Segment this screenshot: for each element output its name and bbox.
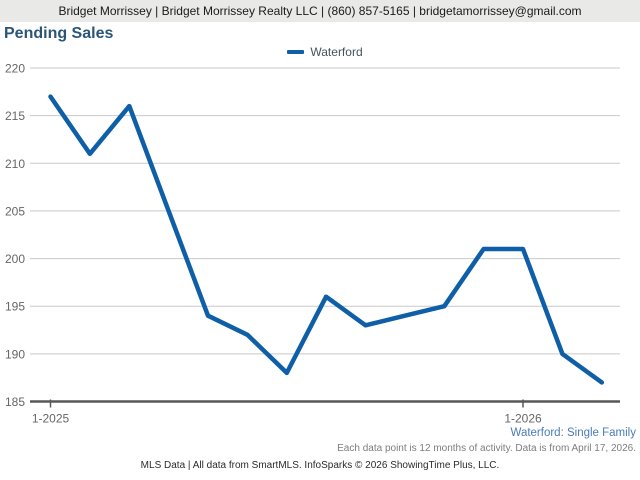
svg-text:215: 215 xyxy=(5,109,25,123)
svg-text:190: 190 xyxy=(5,347,25,361)
svg-text:210: 210 xyxy=(5,157,25,171)
header-bar: Bridget Morrissey | Bridget Morrissey Re… xyxy=(0,0,640,22)
data-frequency-note: Each data point is 12 months of activity… xyxy=(337,443,636,454)
svg-text:195: 195 xyxy=(5,300,25,314)
svg-text:205: 205 xyxy=(5,204,25,218)
page-title: Pending Sales xyxy=(4,25,114,42)
legend: Waterford xyxy=(30,45,620,59)
svg-text:220: 220 xyxy=(5,62,25,76)
svg-text:1-2025: 1-2025 xyxy=(32,412,70,426)
legend-label: Waterford xyxy=(310,45,363,59)
svg-text:1-2026: 1-2026 xyxy=(504,412,542,426)
series-filter-note: Waterford: Single Family xyxy=(510,427,636,439)
svg-text:200: 200 xyxy=(5,252,25,266)
agent-contact-info: Bridget Morrissey | Bridget Morrissey Re… xyxy=(58,4,582,18)
attribution-footer: MLS Data | All data from SmartMLS. InfoS… xyxy=(140,460,500,471)
legend-line-swatch xyxy=(287,50,305,54)
svg-text:185: 185 xyxy=(5,395,25,409)
